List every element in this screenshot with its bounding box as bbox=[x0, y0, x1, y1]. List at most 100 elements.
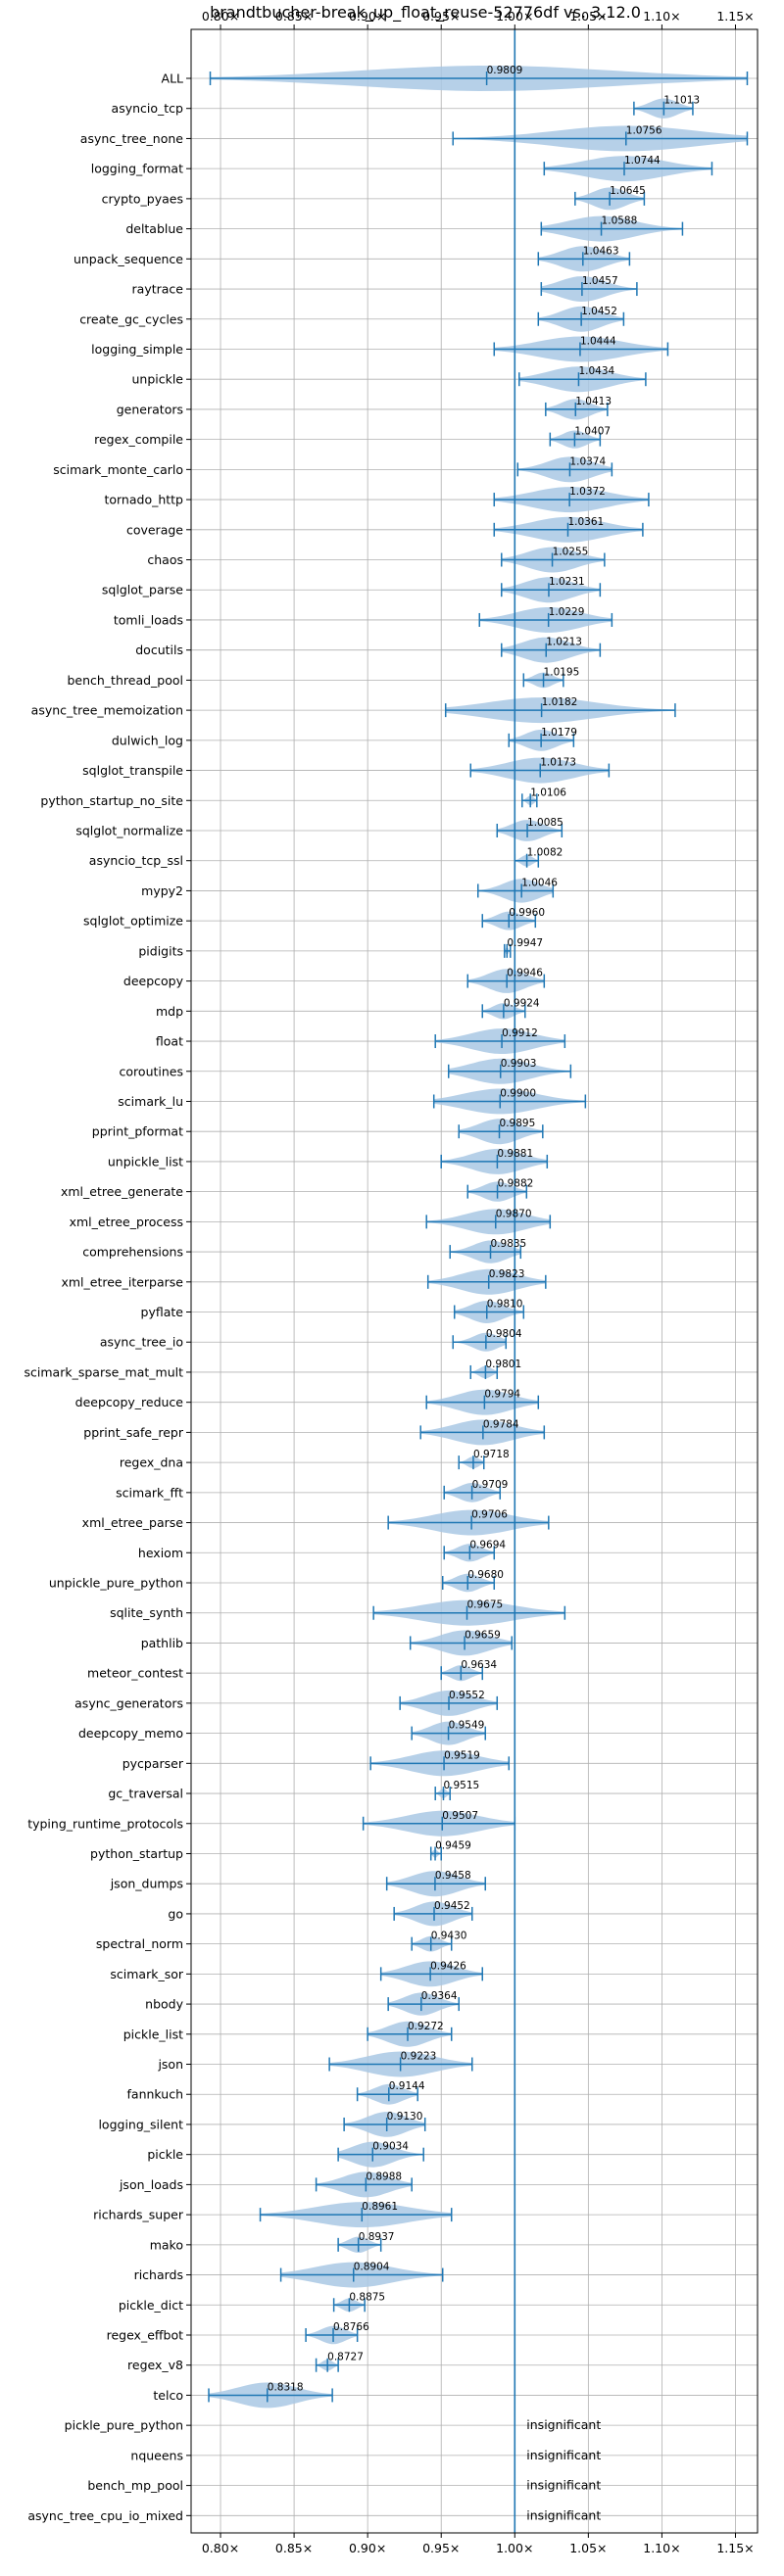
category-label: mako bbox=[150, 2237, 183, 2252]
data-label: 0.8937 bbox=[359, 2231, 395, 2243]
data-label: 1.0106 bbox=[530, 787, 566, 798]
category-label: pyflate bbox=[141, 1305, 184, 1319]
chart-title: brandtbucher-break_up_float_reuse-52776d… bbox=[210, 3, 641, 23]
data-label: 1.0413 bbox=[575, 396, 612, 407]
category-label: scimark_lu bbox=[118, 1094, 183, 1109]
x-tick-label-top: 1.15× bbox=[716, 9, 754, 24]
category-label: bench_mp_pool bbox=[87, 2478, 183, 2493]
data-label: 0.9144 bbox=[389, 2080, 425, 2092]
data-label: 1.0182 bbox=[542, 696, 578, 708]
category-label: bench_thread_pool bbox=[67, 673, 183, 688]
data-label: 0.8904 bbox=[354, 2262, 390, 2273]
data-label: 0.9034 bbox=[372, 2141, 409, 2153]
category-label: raytrace bbox=[132, 282, 184, 297]
category-label: json_loads bbox=[119, 2177, 183, 2192]
category-label: regex_compile bbox=[94, 432, 183, 447]
category-label: unpickle_pure_python bbox=[49, 1576, 183, 1591]
category-label: docutils bbox=[135, 643, 183, 657]
category-label: async_tree_none bbox=[80, 131, 184, 146]
data-label: 0.9507 bbox=[442, 1810, 478, 1822]
category-label: asyncio_tcp bbox=[112, 101, 184, 116]
data-label: 1.0744 bbox=[624, 155, 661, 167]
data-label: 0.9515 bbox=[443, 1780, 479, 1791]
category-label: async_tree_memoization bbox=[31, 703, 183, 718]
category-label: sqlglot_normalize bbox=[75, 824, 183, 838]
x-tick-label-bottom: 1.15× bbox=[716, 2541, 754, 2555]
label-layer: 0.9809 1.1013 1.0756 1.0744 1.0645 1.0588 1.04… bbox=[268, 65, 700, 2522]
data-label: 0.9804 bbox=[486, 1328, 522, 1340]
category-label: deltablue bbox=[125, 221, 183, 236]
data-label: 1.0231 bbox=[549, 576, 585, 588]
data-label: 1.0372 bbox=[569, 486, 606, 498]
category-label: comprehensions bbox=[82, 1245, 183, 1260]
data-label: 1.0463 bbox=[583, 245, 619, 257]
data-label: 0.9960 bbox=[509, 907, 545, 919]
category-label: logging_format bbox=[91, 162, 183, 176]
category-label: pycparser bbox=[122, 1756, 184, 1771]
data-label: 0.9680 bbox=[467, 1569, 504, 1581]
x-tick-label-bottom: 0.90× bbox=[349, 2541, 386, 2555]
x-tick-label-top: 1.00× bbox=[496, 9, 533, 24]
violin-layer bbox=[208, 29, 749, 2533]
category-label: async_generators bbox=[74, 1695, 183, 1710]
category-label: coverage bbox=[126, 522, 183, 537]
category-label: spectral_norm bbox=[96, 1936, 183, 1951]
category-label: go bbox=[168, 1906, 183, 1921]
x-tick-label-bottom: 1.00× bbox=[496, 2541, 533, 2555]
category-label: gc_traversal bbox=[108, 1787, 183, 1801]
category-label: chaos bbox=[147, 552, 183, 567]
category-label: unpack_sequence bbox=[74, 252, 183, 266]
category-label: tornado_http bbox=[104, 493, 183, 507]
category-label: typing_runtime_protocols bbox=[27, 1816, 183, 1831]
category-label: sqlglot_optimize bbox=[83, 914, 183, 929]
data-label: 1.0588 bbox=[602, 215, 638, 227]
category-label: regex_v8 bbox=[127, 2358, 183, 2372]
category-label: hexiom bbox=[138, 1546, 183, 1560]
data-label: 0.9549 bbox=[449, 1720, 485, 1732]
category-label: generators bbox=[117, 402, 183, 416]
category-label: scimark_monte_carlo bbox=[53, 462, 183, 477]
insignificant-label: insignificant bbox=[526, 2478, 601, 2493]
x-tick-label-bottom: 1.10× bbox=[643, 2541, 680, 2555]
data-label: 0.8961 bbox=[362, 2201, 398, 2213]
axis-layer: ALL asyncio_tcp async_tree_none logging_for… bbox=[24, 9, 755, 2555]
data-label: 0.9130 bbox=[387, 2111, 423, 2123]
data-label: 0.9882 bbox=[498, 1178, 534, 1190]
category-label: sqlglot_parse bbox=[102, 583, 183, 597]
data-label: 0.9946 bbox=[507, 968, 543, 979]
data-label: 1.0434 bbox=[578, 365, 614, 377]
category-label: json bbox=[157, 2057, 183, 2072]
data-label: 1.0444 bbox=[580, 335, 616, 347]
category-label: meteor_contest bbox=[87, 1666, 183, 1681]
x-tick-label-bottom: 0.95× bbox=[422, 2541, 460, 2555]
data-label: 0.9794 bbox=[484, 1389, 520, 1401]
category-label: telco bbox=[153, 2388, 183, 2403]
category-label: xml_etree_process bbox=[70, 1215, 183, 1229]
category-label: unpickle_list bbox=[108, 1154, 183, 1169]
category-label: deepcopy bbox=[123, 974, 184, 988]
data-label: 0.9459 bbox=[435, 1839, 471, 1851]
data-label: 0.9895 bbox=[500, 1118, 536, 1129]
category-label: python_startup bbox=[90, 1846, 183, 1861]
data-label: 0.9694 bbox=[469, 1539, 506, 1550]
x-tick-label-bottom: 1.05× bbox=[569, 2541, 607, 2555]
data-label: 0.9870 bbox=[496, 1208, 532, 1219]
category-label: xml_etree_generate bbox=[61, 1184, 183, 1199]
data-label: 1.0457 bbox=[582, 275, 618, 287]
data-label: 0.9718 bbox=[473, 1449, 510, 1460]
category-label: pathlib bbox=[141, 1636, 183, 1650]
category-label: logging_simple bbox=[91, 342, 183, 357]
category-label: pickle_pure_python bbox=[65, 2418, 183, 2433]
x-tick-label-top: 0.85× bbox=[275, 9, 313, 24]
category-label: pprint_pformat bbox=[92, 1124, 183, 1139]
category-label: pickle_dict bbox=[119, 2298, 183, 2313]
data-label: 0.9903 bbox=[501, 1058, 537, 1070]
x-tick-label-top: 1.10× bbox=[643, 9, 680, 24]
data-label: 0.9452 bbox=[434, 1900, 470, 1912]
insignificant-label: insignificant bbox=[526, 2448, 601, 2462]
x-tick-label-top: 1.05× bbox=[569, 9, 607, 24]
data-label: 0.9223 bbox=[401, 2051, 437, 2063]
data-label: 1.0213 bbox=[546, 637, 582, 648]
data-label: 1.0229 bbox=[549, 606, 585, 618]
